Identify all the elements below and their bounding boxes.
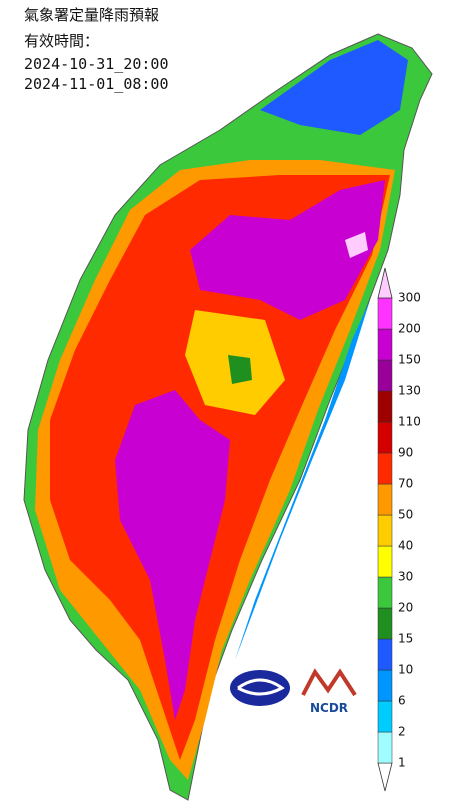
colorbar-band bbox=[377, 638, 393, 671]
colorbar-band bbox=[377, 421, 393, 454]
colorbar-label: 130 bbox=[398, 384, 421, 398]
colorbar-label: 200 bbox=[398, 322, 421, 336]
colorbar-band bbox=[377, 576, 393, 609]
colorbar-label: 110 bbox=[398, 415, 421, 429]
colorbar-label: 15 bbox=[398, 632, 413, 646]
start-time: 2024-10-31_20:00 bbox=[24, 55, 169, 73]
colorbar-label: 70 bbox=[398, 477, 413, 491]
colorbar-label: 20 bbox=[398, 601, 413, 615]
colorbar-label: 300 bbox=[398, 291, 421, 305]
colorbar-label: 150 bbox=[398, 353, 421, 367]
colorbar-band bbox=[377, 514, 393, 547]
colorbar-band bbox=[377, 452, 393, 485]
cwa-logo bbox=[230, 670, 290, 706]
colorbar-band bbox=[377, 700, 393, 733]
colorbar-band bbox=[377, 328, 393, 361]
colorbar-band bbox=[377, 731, 393, 764]
colorbar-label: 1 bbox=[398, 756, 406, 770]
blue-north bbox=[260, 40, 408, 135]
colorbar-label: 50 bbox=[398, 508, 413, 522]
colorbar-label: 90 bbox=[398, 446, 413, 460]
logos: NCDR bbox=[230, 668, 357, 715]
map bbox=[23, 33, 433, 801]
colorbar-label: 6 bbox=[398, 694, 406, 708]
colorbar-band bbox=[377, 545, 393, 578]
pink-peak bbox=[345, 232, 368, 258]
colorbar-low bbox=[377, 762, 393, 792]
colorbar: 1 2 6 10 15 20 30 40 50 70 90 110 130 150 200 300 bbox=[377, 267, 421, 792]
magenta-north bbox=[190, 180, 385, 320]
colorbar-band bbox=[377, 483, 393, 516]
colorbar-band bbox=[377, 359, 393, 392]
colorbar-label: 10 bbox=[398, 663, 413, 677]
colorbar-band bbox=[377, 390, 393, 423]
colorbar-label: 40 bbox=[398, 539, 413, 553]
colorbar-band bbox=[377, 607, 393, 640]
end-time: 2024-11-01_08:00 bbox=[24, 75, 169, 93]
colorbar-label: 2 bbox=[398, 725, 406, 739]
ncdr-mark bbox=[301, 668, 357, 697]
blue-east bbox=[235, 300, 370, 660]
valid-label: 有效時間： bbox=[24, 32, 99, 50]
cwa-swirl bbox=[237, 678, 285, 696]
colorbar-band bbox=[377, 297, 393, 330]
ncdr-text: NCDR bbox=[310, 701, 348, 715]
magenta-central bbox=[115, 390, 230, 720]
colorbar-high bbox=[377, 267, 393, 299]
green-spot bbox=[228, 355, 252, 384]
header: 氣象署定量降雨預報 有效時間： 2024-10-31_20:00 2024-11… bbox=[24, 6, 169, 93]
title: 氣象署定量降雨預報 bbox=[24, 6, 159, 24]
colorbar-label: 30 bbox=[398, 570, 413, 584]
colorbar-band bbox=[377, 669, 393, 702]
